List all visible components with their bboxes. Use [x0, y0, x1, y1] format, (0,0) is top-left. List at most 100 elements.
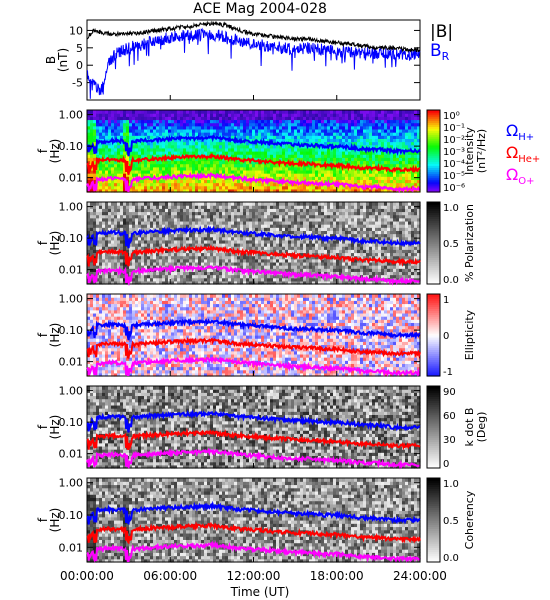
spectrogram-cell	[156, 122, 160, 127]
spectrogram-cell	[192, 151, 196, 155]
spectrogram-cell	[141, 173, 145, 177]
spectrogram-cell	[171, 166, 175, 171]
spectrogram-cell	[117, 113, 121, 117]
spectrogram-cell	[138, 188, 142, 193]
spectrogram-cell	[120, 144, 124, 149]
spectrogram-cell	[198, 182, 202, 187]
spectrogram-cell	[111, 128, 115, 133]
spectrogram-cell	[180, 157, 184, 162]
spectrogram-cell	[126, 128, 130, 133]
spectrogram-cell	[138, 182, 142, 187]
spectrogram-cell	[150, 160, 154, 165]
panels: 1050-5B(nT)|B|BR1.000.100.01f(Hz)10⁰10⁻¹…	[36, 19, 540, 564]
spectrogram-cell	[96, 169, 100, 174]
spectrogram-cell	[165, 132, 169, 136]
spectrogram-cell	[150, 119, 154, 124]
spectrogram-cell	[171, 144, 175, 149]
spectrogram-cell	[189, 141, 193, 146]
spectrogram-cell	[135, 151, 139, 155]
spectrogram-cell	[162, 135, 166, 139]
spectrogram-cell	[165, 110, 169, 114]
spectrogram-cell	[153, 132, 157, 136]
spectrogram-cell	[204, 138, 208, 143]
spectrogram-cell	[111, 179, 115, 184]
spectrogram-cell	[141, 110, 145, 114]
spectrogram-cell	[117, 169, 121, 174]
spectrogram-cell	[93, 113, 97, 117]
spectrogram-cell	[165, 116, 169, 121]
colorbar-tick-label: 10⁻¹	[443, 123, 465, 134]
spectrogram-cell	[132, 128, 136, 133]
colorbar-unit: (nT²/Hz)	[475, 129, 488, 173]
spectrogram-cell	[150, 116, 154, 121]
spectrogram-cell	[126, 132, 130, 136]
spectrogram-cell	[171, 147, 175, 152]
spectrogram-cell	[114, 132, 118, 136]
spectrogram-cell	[117, 185, 121, 190]
spectrogram-cell	[99, 147, 103, 152]
spectrogram-cell	[216, 188, 220, 193]
spectrogram-cell	[201, 176, 205, 180]
spectrogram-cell	[198, 163, 202, 168]
spectrogram-cell	[105, 169, 109, 174]
colorbar-tick-label: 10⁻²	[443, 135, 465, 146]
spectrogram-cell	[96, 147, 100, 152]
spectrogram-cell	[177, 188, 181, 193]
spectrogram-cell	[207, 116, 211, 121]
spectrogram-cell	[153, 147, 157, 152]
spectrogram-cell	[159, 110, 163, 114]
spectrogram-cell	[186, 132, 190, 136]
spectrogram-cell	[102, 160, 106, 165]
spectrogram-cell	[129, 157, 133, 162]
spectrogram-cell	[162, 110, 166, 114]
spectrogram-cell	[186, 185, 190, 190]
spectrogram-cell	[111, 122, 115, 127]
spectrogram-cell	[120, 173, 124, 177]
spectrogram-cell	[195, 116, 199, 121]
spectrogram-cell	[177, 125, 181, 130]
spectrogram-cell	[171, 119, 175, 124]
spectrogram-cell	[177, 138, 181, 143]
spectrogram-cell	[213, 163, 217, 168]
spectrogram-cell	[171, 122, 175, 127]
spectrogram-cell	[90, 154, 94, 158]
spectrogram-cell	[132, 173, 136, 177]
spectrogram-cell	[132, 185, 136, 190]
spectrogram-cell	[162, 147, 166, 152]
spectrogram-cell	[180, 128, 184, 133]
spectrogram-cell	[93, 110, 97, 114]
spectrogram-cell	[162, 125, 166, 130]
spectrogram-cell	[96, 119, 100, 124]
spectrogram-cell	[174, 135, 178, 139]
spectrogram-cell	[201, 128, 205, 133]
spectrogram-cell	[156, 113, 160, 117]
spectrogram-cell	[141, 122, 145, 127]
legend-b-r-sub: R	[442, 50, 450, 63]
spectrogram-cell	[102, 182, 106, 187]
spectrogram-cell	[186, 125, 190, 130]
spectrogram-cell	[132, 122, 136, 127]
spectrogram-cell	[192, 132, 196, 136]
spectrogram-cell	[129, 176, 133, 180]
spectrogram-cell	[177, 116, 181, 121]
spectrogram-cell	[210, 176, 214, 180]
spectrogram-cell	[114, 110, 118, 114]
spectrogram-cell	[129, 188, 133, 193]
spectrogram-cell	[141, 113, 145, 117]
spectrogram-cell	[108, 163, 112, 168]
spectrogram-cell	[114, 144, 118, 149]
spectrogram-cell	[132, 154, 136, 158]
spectrogram-cell	[195, 166, 199, 171]
spectrogram-cell	[93, 132, 97, 136]
spectrogram-cell	[183, 160, 187, 165]
spectrogram-cell	[162, 116, 166, 121]
spectrogram-cell	[210, 116, 214, 121]
spectrogram-cell	[180, 141, 184, 146]
spectrogram-cell	[138, 185, 142, 190]
spectrogram-cell	[177, 122, 181, 127]
spectrogram-cell	[132, 144, 136, 149]
spectrogram-cell	[105, 188, 109, 193]
spectrogram-cell	[195, 182, 199, 187]
spectrogram-cell	[207, 185, 211, 190]
spectrogram-cell	[102, 128, 106, 133]
